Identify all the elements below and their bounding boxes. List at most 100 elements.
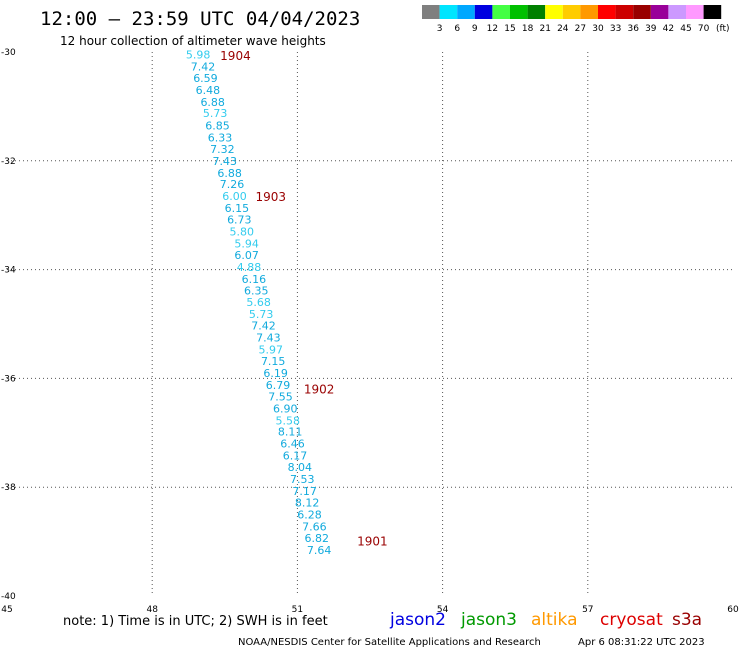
scale-swatch	[580, 5, 598, 19]
wave-height-point: 6.85	[205, 119, 230, 132]
scale-label: 42	[663, 24, 674, 34]
pass-time-label: 1902	[304, 382, 335, 396]
wave-height-point: 5.98	[186, 49, 211, 62]
wave-height-point: 6.48	[196, 84, 221, 97]
wave-height-point: 7.17	[292, 485, 317, 498]
wave-height-point: 6.59	[193, 72, 218, 85]
wave-height-point: 7.42	[251, 320, 276, 333]
note-text: note: 1) Time is in UTC; 2) SWH is in fe…	[63, 614, 328, 629]
scale-swatch	[668, 5, 686, 19]
wave-height-point: 6.35	[244, 284, 269, 297]
wave-height-point: 8.04	[288, 461, 313, 474]
wave-height-point: 6.46	[280, 438, 305, 451]
wave-height-point: 5.68	[246, 296, 271, 309]
scale-label: 33	[610, 24, 621, 34]
satellite-legend: jason2 jason3 altika cryosat s3a	[389, 610, 702, 630]
wave-height-point: 7.64	[307, 544, 332, 557]
scale-label: 39	[645, 24, 657, 34]
wave-height-point: 7.55	[268, 390, 293, 403]
scale-swatch	[474, 5, 493, 19]
wave-height-point: 4.88	[237, 261, 262, 274]
scale-swatch	[545, 5, 563, 19]
pass-time-label: 1901	[357, 535, 388, 549]
satellite-altika: altika	[531, 610, 578, 630]
wave-height-point: 6.73	[227, 214, 252, 227]
wave-height-point: 5.97	[259, 344, 284, 357]
scale-swatch	[703, 5, 722, 19]
chart-subtitle: 12 hour collection of altimeter wave hei…	[60, 34, 326, 48]
wave-height-point: 7.53	[290, 473, 315, 486]
scale-label: 27	[575, 24, 586, 34]
credit-text: NOAA/NESDIS Center for Satellite Applica…	[238, 637, 541, 648]
pass-time-label: 1904	[220, 49, 251, 63]
wave-height-point: 8.12	[295, 496, 320, 509]
scale-swatch	[650, 5, 669, 19]
scale-swatch	[598, 5, 616, 19]
scale-label: 21	[539, 24, 550, 34]
y-tick-label: -40	[1, 592, 16, 602]
scale-swatch	[633, 5, 651, 19]
wave-height-point: 6.19	[263, 367, 288, 380]
x-tick-label: 54	[437, 605, 449, 615]
wave-height-point: 6.28	[297, 508, 322, 521]
scale-swatch	[686, 5, 704, 19]
wave-height-point: 6.90	[273, 402, 298, 415]
pass-time-label: 1903	[256, 190, 287, 204]
scale-label: 9	[472, 24, 478, 34]
y-tick-label: -34	[1, 266, 16, 276]
wave-height-point: 6.16	[242, 273, 267, 286]
wave-height-point: 6.88	[200, 96, 225, 109]
scale-swatch	[422, 5, 440, 19]
wave-height-point: 7.15	[261, 355, 286, 368]
satellite-s3a: s3a	[672, 610, 702, 630]
x-tick-label: 57	[582, 605, 593, 615]
scale-swatch	[439, 5, 458, 19]
y-tick-label: -30	[1, 48, 16, 58]
x-tick-label: 45	[1, 605, 12, 615]
x-tick-label: 48	[146, 605, 158, 615]
scale-swatch	[527, 5, 546, 19]
y-tick-label: -36	[1, 374, 16, 384]
wave-height-point: 6.15	[225, 202, 250, 215]
timestamp-text: Apr 6 08:31:22 UTC 2023	[578, 637, 705, 648]
wave-height-point: 6.17	[283, 450, 308, 463]
scale-label: 6	[454, 24, 460, 34]
wave-height-point: 7.26	[220, 178, 245, 191]
scale-swatch	[562, 5, 581, 19]
wave-height-point: 7.32	[210, 143, 235, 156]
wave-height-point: 8.11	[278, 426, 303, 439]
wave-height-point: 5.73	[203, 107, 228, 120]
satellite-cryosat: cryosat	[600, 610, 663, 630]
scale-unit: (ft)	[716, 24, 730, 34]
plot-grid: 45 48 51 54 57 60 -30 -32 -34 -36 -38 -40	[1, 48, 739, 615]
wave-height-point: 7.42	[191, 61, 216, 74]
wave-height-point: 6.88	[217, 167, 242, 180]
color-scale-legend: 3 6 9 12 15 18 21 24 27 30 33 36 39 42 45 70 (ft)	[422, 5, 730, 34]
y-tick-label: -32	[1, 157, 16, 167]
satellite-jason2: jason2	[389, 610, 446, 630]
wave-height-point: 6.79	[266, 379, 291, 392]
wave-height-point: 6.07	[234, 249, 259, 262]
wave-height-point: 7.43	[256, 332, 281, 345]
chart-title: 12:00 – 23:59 UTC 04/04/2023	[40, 8, 360, 30]
x-tick-label: 51	[292, 605, 303, 615]
wave-height-point: 6.00	[222, 190, 247, 203]
wave-height-point: 6.82	[305, 532, 330, 545]
scale-label: 12	[487, 24, 498, 34]
wave-height-point: 5.73	[249, 308, 274, 321]
y-tick-label: -38	[1, 483, 16, 493]
scale-label: 15	[504, 24, 515, 34]
scale-label: 24	[557, 24, 569, 34]
wave-height-point: 5.94	[234, 237, 259, 250]
wave-height-point: 5.80	[229, 226, 254, 239]
data-points: 5.987.426.596.486.885.736.856.337.327.43…	[186, 49, 332, 557]
wave-height-point: 5.58	[275, 414, 300, 427]
scale-label: 18	[522, 24, 534, 34]
wave-height-point: 7.66	[302, 520, 327, 533]
scale-swatch	[457, 5, 475, 19]
scale-swatch	[615, 5, 634, 19]
scale-label: 3	[437, 24, 443, 34]
scale-label: 36	[627, 24, 639, 34]
scale-swatch	[510, 5, 528, 19]
